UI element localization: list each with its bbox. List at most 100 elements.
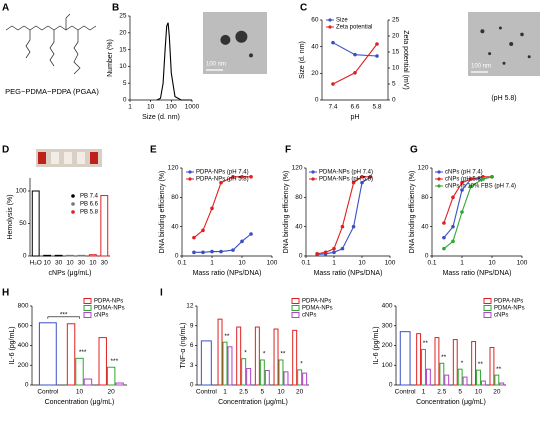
data-point bbox=[201, 228, 205, 233]
data-point bbox=[219, 249, 223, 254]
data-point bbox=[340, 246, 345, 251]
legend-label: PDMA-NPs (pH 7.4) bbox=[319, 170, 373, 176]
x-tick-label: 1000 bbox=[185, 104, 200, 111]
y-tick-label: 10 bbox=[119, 63, 127, 70]
x-tick-label: 10 bbox=[66, 260, 74, 267]
y2-tick-label: 5 bbox=[392, 81, 396, 88]
x-tick-label: 0.1 bbox=[301, 260, 310, 267]
bar bbox=[476, 369, 481, 386]
x-tick-label: 5 bbox=[261, 389, 265, 396]
data-point bbox=[210, 206, 214, 211]
bar bbox=[302, 372, 308, 386]
tem-image bbox=[203, 12, 267, 74]
legend-swatch bbox=[71, 202, 75, 206]
x-axis-label: Mass ratio (NPs/DNA) bbox=[443, 270, 512, 277]
y-tick-label: 800 bbox=[18, 303, 29, 310]
legend-swatch bbox=[437, 177, 441, 181]
tube bbox=[77, 152, 85, 164]
x-tick-label: 1 bbox=[210, 260, 214, 267]
legend-label: cNPs bbox=[494, 313, 508, 319]
scale-label: 100 nm bbox=[206, 62, 226, 68]
legend-swatch bbox=[83, 305, 92, 311]
bar bbox=[421, 348, 426, 386]
bar bbox=[43, 254, 52, 257]
significance-label: *** bbox=[60, 312, 68, 319]
y-tick-label: 40 bbox=[295, 223, 303, 230]
legend-swatch bbox=[291, 312, 300, 318]
y2-tick-label: 0 bbox=[392, 97, 396, 104]
data-line bbox=[317, 176, 371, 255]
x-axis-label: pH bbox=[351, 114, 360, 121]
y-tick-label: 50 bbox=[19, 220, 27, 227]
data-point bbox=[451, 239, 455, 244]
x-tick-label: 5 bbox=[458, 389, 462, 396]
data-point bbox=[353, 52, 357, 57]
y-tick-label: 0 bbox=[25, 382, 29, 389]
legend-label: PDPA-NPs bbox=[302, 299, 331, 305]
data-point bbox=[460, 180, 464, 185]
chemical-structure bbox=[5, 13, 97, 75]
data-point bbox=[331, 40, 335, 45]
y-tick-label: 40 bbox=[311, 43, 319, 50]
y-tick-label: 200 bbox=[382, 342, 393, 349]
data-point bbox=[469, 177, 473, 181]
bar bbox=[246, 368, 252, 386]
y2-tick-label: 10 bbox=[392, 65, 400, 72]
x-axis-label: Size (d. nm) bbox=[142, 114, 180, 121]
bar bbox=[222, 341, 228, 386]
bracket bbox=[47, 316, 80, 319]
legend-label: PDPA-NPs bbox=[494, 299, 523, 305]
bar bbox=[264, 370, 270, 386]
data-point bbox=[442, 235, 446, 240]
data-point bbox=[351, 180, 356, 185]
x-tick-label: Control bbox=[395, 389, 417, 396]
bar bbox=[98, 337, 107, 386]
x-tick-label: 100 bbox=[166, 104, 177, 111]
panel-label: I bbox=[160, 288, 163, 299]
panel-label: G bbox=[410, 145, 418, 156]
data-point bbox=[231, 175, 235, 179]
legend-swatch bbox=[83, 312, 92, 318]
bar bbox=[66, 323, 76, 386]
y2-tick-label: 25 bbox=[392, 17, 400, 24]
y-tick-label: 3 bbox=[190, 362, 194, 369]
legend-label: cNPs in 10% FBS (pH 7.4) bbox=[445, 184, 516, 190]
legend-label: PDMA-NPs (pH 5.8) bbox=[319, 177, 373, 183]
x-tick-label: 20 bbox=[108, 389, 116, 396]
data-point bbox=[201, 250, 205, 255]
panel-label: F bbox=[285, 145, 291, 156]
particle bbox=[480, 29, 485, 34]
x-tick-label: 1 bbox=[460, 260, 464, 267]
scale-label: 100 nm bbox=[471, 64, 491, 70]
legend-label: PB 5.8 bbox=[80, 210, 99, 216]
legend-swatch bbox=[291, 305, 300, 311]
data-point bbox=[353, 71, 357, 75]
legend-label: cNPs bbox=[302, 313, 316, 319]
legend-label: PB 6.6 bbox=[80, 202, 99, 208]
x-tick-label: 2.5 bbox=[239, 389, 248, 396]
bar bbox=[88, 254, 97, 257]
x-tick-label: 0.1 bbox=[177, 260, 186, 267]
bar bbox=[75, 357, 84, 386]
x-axis-label: Concentration (μg/mL) bbox=[45, 399, 115, 406]
y-tick-label: 0 bbox=[299, 253, 303, 260]
x-tick-label: 10 bbox=[76, 389, 84, 396]
x-tick-label: 20 bbox=[493, 389, 501, 396]
x-tick-label: 6.6 bbox=[350, 104, 359, 111]
data-point bbox=[192, 250, 196, 255]
bar bbox=[259, 359, 265, 386]
side-chain bbox=[49, 30, 55, 67]
data-point bbox=[442, 221, 446, 225]
bar bbox=[66, 254, 74, 257]
data-point bbox=[368, 175, 373, 179]
significance-label: ** bbox=[280, 351, 286, 358]
bar bbox=[227, 346, 233, 386]
panel-label: D bbox=[2, 145, 9, 156]
significance-label: * bbox=[263, 351, 266, 358]
y-tick-label: 400 bbox=[18, 342, 29, 349]
x-tick-label: 10 bbox=[89, 260, 97, 267]
data-point bbox=[231, 248, 235, 252]
tube bbox=[51, 152, 59, 164]
significance-label: ** bbox=[423, 340, 429, 347]
y-tick-label: 0 bbox=[175, 253, 179, 260]
